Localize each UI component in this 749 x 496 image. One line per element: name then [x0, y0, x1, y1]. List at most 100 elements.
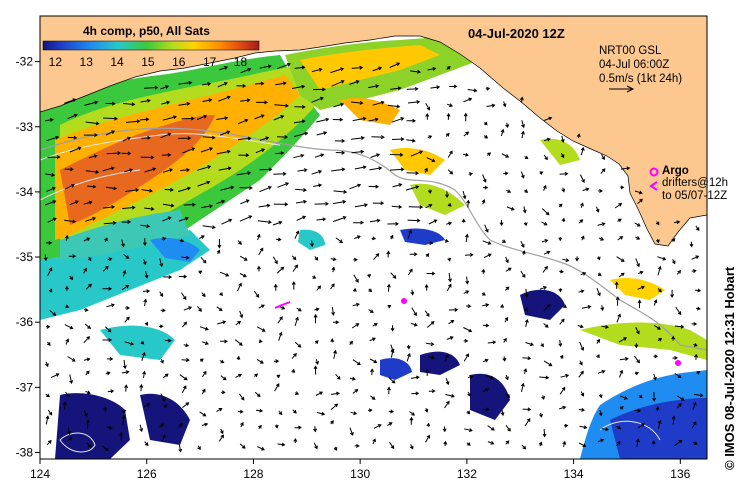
velocity-arrow — [312, 275, 317, 279]
velocity-arrow — [199, 358, 204, 363]
velocity-arrow — [236, 83, 247, 88]
velocity-arrow — [103, 221, 117, 225]
argo-float-marker — [401, 298, 407, 304]
velocity-arrow — [635, 258, 640, 268]
velocity-arrow — [121, 409, 127, 414]
velocity-arrow — [635, 438, 640, 447]
velocity-arrow — [406, 171, 420, 176]
velocity-arrow — [656, 238, 660, 244]
velocity-arrow — [467, 375, 474, 379]
velocity-arrow — [657, 419, 662, 430]
velocity-arrow — [506, 206, 515, 211]
velocity-arrow — [370, 395, 376, 400]
velocity-arrow — [254, 114, 265, 120]
velocity-arrow — [579, 174, 585, 183]
velocity-arrow — [183, 343, 190, 348]
velocity-arrow — [124, 384, 129, 392]
velocity-arrow — [182, 147, 196, 154]
velocity-arrow — [68, 254, 77, 259]
velocity-arrow — [444, 400, 450, 409]
velocity-arrow — [237, 240, 242, 245]
velocity-arrow — [160, 85, 170, 90]
velocity-arrow — [294, 104, 306, 109]
velocity-arrow — [372, 438, 376, 445]
velocity-arrow — [461, 218, 466, 223]
velocity-arrow — [406, 344, 411, 350]
velocity-arrow — [196, 114, 208, 120]
velocity-arrow — [406, 138, 416, 143]
velocity-arrow — [676, 402, 682, 409]
velocity-arrow — [220, 428, 224, 435]
velocity-arrow — [162, 203, 175, 208]
velocity-arrow — [354, 165, 367, 170]
velocity-arrow — [463, 131, 470, 137]
velocity-arrow — [333, 446, 338, 451]
velocity-arrow — [277, 316, 283, 324]
velocity-arrow — [675, 306, 682, 316]
velocity-arrow — [352, 116, 367, 122]
velocity-arrow — [294, 341, 302, 348]
velocity-arrow — [162, 115, 177, 121]
velocity-arrow — [487, 440, 495, 445]
velocity-arrow — [674, 220, 681, 225]
velocity-arrow — [122, 359, 127, 370]
velocity-arrow — [331, 391, 340, 396]
velocity-arrow — [87, 184, 97, 189]
velocity-arrow — [543, 304, 551, 311]
velocity-arrow — [448, 319, 455, 325]
velocity-arrow — [425, 342, 435, 347]
velocity-arrow — [239, 185, 253, 190]
velocity-arrow — [579, 360, 583, 366]
velocity-arrow — [330, 283, 335, 290]
velocity-arrow — [543, 154, 548, 161]
velocity-arrow — [296, 215, 307, 221]
velocity-arrow — [576, 133, 581, 138]
velocity-arrow — [425, 204, 433, 209]
velocity-arrow — [447, 203, 452, 207]
velocity-arrow — [411, 307, 417, 317]
velocity-arrow — [407, 268, 413, 276]
velocity-arrow — [255, 408, 264, 413]
velocity-arrow — [161, 100, 171, 105]
velocity-arrow — [259, 167, 273, 172]
x-tick-label: 128 — [243, 467, 263, 481]
velocity-arrow — [159, 291, 164, 298]
velocity-arrow — [351, 136, 365, 140]
velocity-arrow — [314, 153, 325, 158]
velocity-arrow — [575, 256, 580, 262]
velocity-arrow — [596, 256, 601, 261]
velocity-arrow — [45, 172, 56, 177]
velocity-arrow — [201, 388, 206, 395]
velocity-arrow — [67, 436, 73, 442]
velocity-arrow — [522, 356, 532, 361]
velocity-arrow — [637, 423, 646, 429]
velocity-arrow — [45, 415, 50, 425]
y-tick-label: -37 — [16, 380, 34, 394]
velocity-arrow — [335, 373, 341, 380]
velocity-arrow — [655, 221, 660, 226]
velocity-arrow — [463, 290, 470, 294]
velocity-arrow — [505, 425, 511, 432]
velocity-arrow — [442, 426, 447, 433]
velocity-arrow — [293, 153, 305, 159]
velocity-arrow — [44, 118, 54, 122]
velocity-arrow — [619, 406, 624, 410]
velocity-arrow — [216, 306, 223, 312]
velocity-arrow — [293, 438, 298, 444]
velocity-arrow — [331, 307, 336, 316]
velocity-arrow — [653, 373, 657, 381]
velocity-arrow — [463, 112, 468, 122]
velocity-arrow — [597, 369, 606, 374]
velocity-arrow — [316, 411, 326, 416]
velocity-arrow — [315, 391, 324, 396]
velocity-arrow — [105, 371, 111, 376]
velocity-arrow — [598, 188, 603, 193]
velocity-arrow — [598, 237, 605, 241]
y-tick-label: -33 — [16, 120, 34, 134]
velocity-arrow — [294, 316, 299, 327]
velocity-arrow — [64, 98, 77, 104]
velocity-arrow — [237, 409, 244, 414]
velocity-arrow — [178, 80, 193, 85]
drifters-label-line-2: to 05/07-12Z — [662, 190, 727, 202]
velocity-arrow — [691, 421, 697, 429]
